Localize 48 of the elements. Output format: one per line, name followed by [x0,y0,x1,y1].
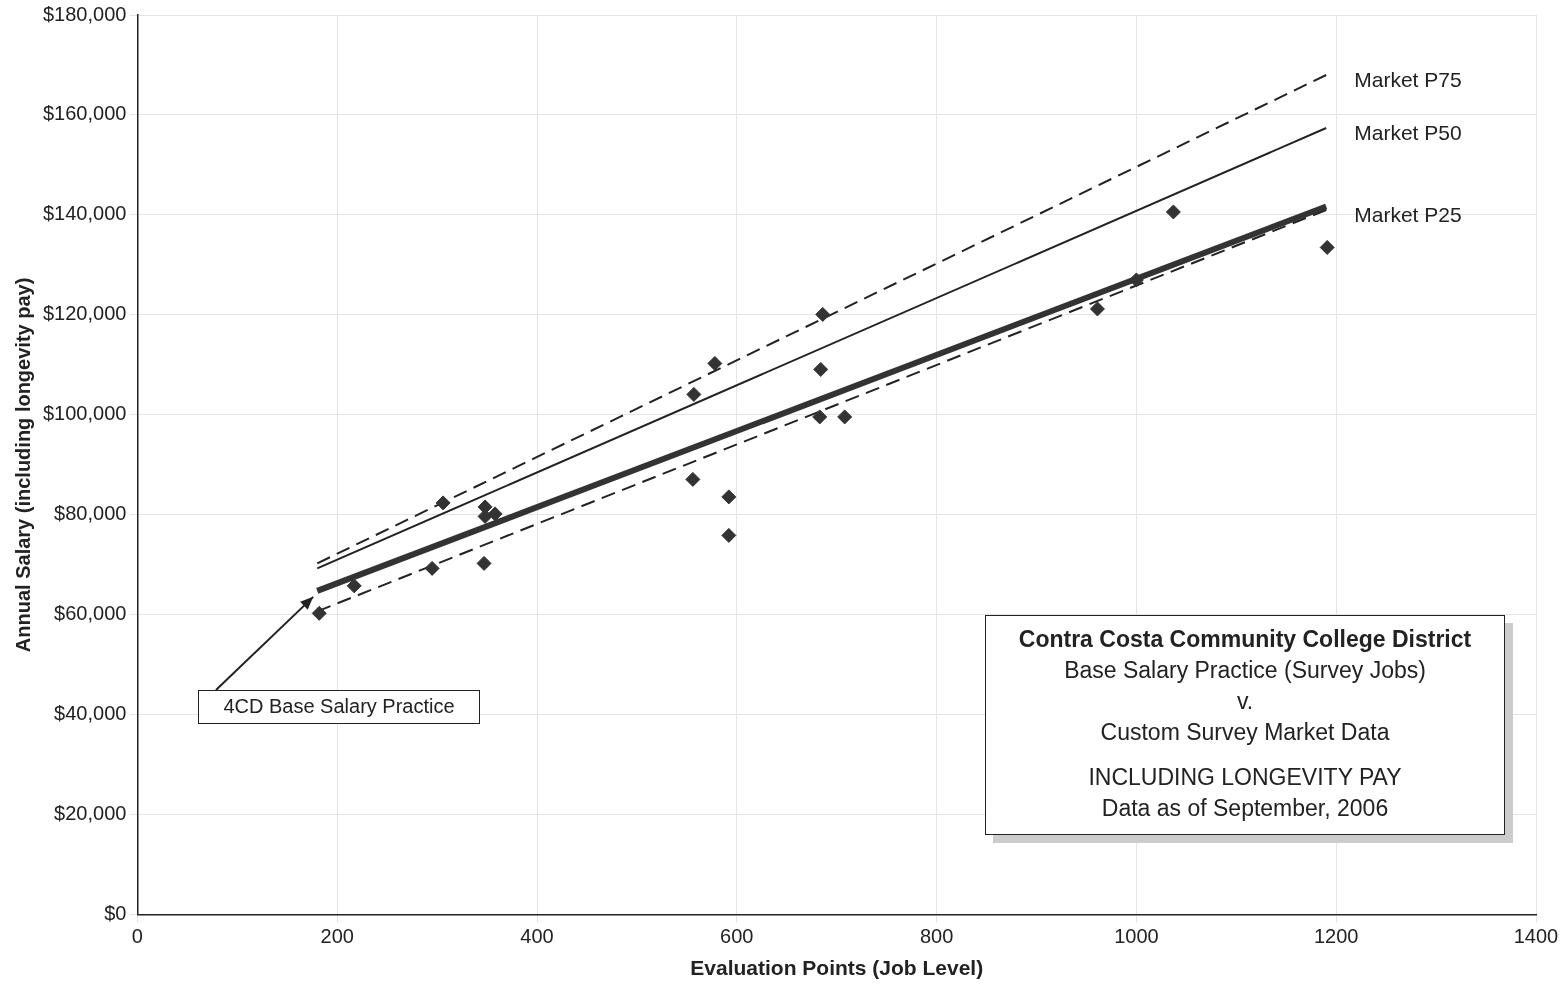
point [311,605,327,621]
y-tick-label: $180,000 [43,2,127,25]
point [815,306,831,322]
point [685,471,701,487]
point [487,506,503,522]
x-tick-label: 0 [131,925,143,948]
y-tick-label: $160,000 [43,102,127,125]
y-axis-title: Annual Salary (including longevity pay) [11,277,34,653]
y-tick-label: $100,000 [43,402,127,425]
point [1089,301,1105,317]
x-tick-label: 600 [720,925,754,948]
point [424,560,440,576]
y-tick-label: $140,000 [43,202,127,225]
x-axis-title: Evaluation Points (Job Level) [690,956,984,980]
annotation: v. [1235,687,1255,716]
x-tick-label: 1000 [1114,925,1159,948]
point [346,578,362,594]
point [1165,204,1181,220]
annotation: Base Salary Practice (Survey Jobs) [1063,656,1427,685]
y-tick-label: $80,000 [54,502,127,525]
series-label: Market P50 [1354,120,1462,144]
point [476,555,492,571]
series-label: Market P25 [1354,202,1462,226]
annotation: INCLUDING LONGEVITY PAY [1087,763,1403,792]
point [1319,239,1335,255]
x-tick-label: 200 [320,925,354,948]
point [837,409,853,425]
y-tick-label: $40,000 [54,702,127,725]
annotation: Data as of September, 2006 [1100,794,1390,823]
y-tick-label: $120,000 [43,302,127,325]
series-label: Market P75 [1354,67,1462,91]
y-tick-label: $20,000 [54,802,127,825]
point [721,527,737,543]
annotation: 4CD Base Salary Practice [198,690,480,724]
point [812,409,828,425]
point [435,495,451,511]
y-tick-label: $0 [104,902,127,925]
point [721,489,737,505]
annotation: Contra Costa Community College District [1017,625,1473,654]
y-tick-label: $60,000 [54,602,127,625]
x-tick-label: 1200 [1313,925,1359,948]
x-tick-label: 800 [919,925,954,948]
point [686,386,702,402]
point [813,361,829,377]
annotation: Custom Survey Market Data [1099,718,1391,747]
x-tick-label: 400 [520,925,554,948]
point [707,355,723,371]
x-tick-label: 1400 [1513,925,1559,948]
